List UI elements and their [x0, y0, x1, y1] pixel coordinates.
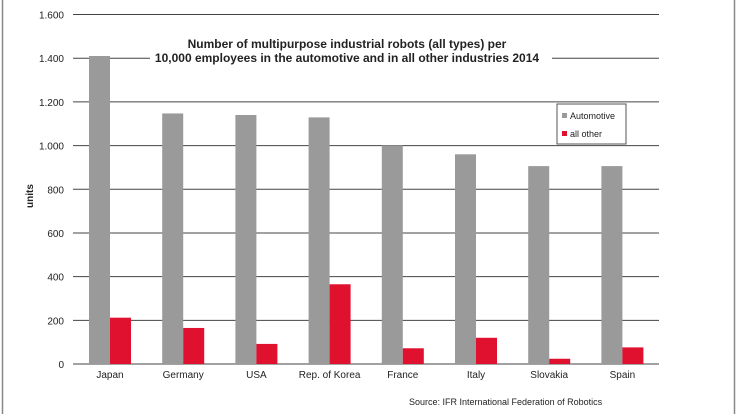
bar-automotive-slovakia [528, 166, 550, 364]
bar-automotive-japan [89, 56, 110, 365]
bar-automotive-usa [235, 114, 257, 364]
y-tick-label: 200 [47, 316, 64, 327]
bar-automotive-germany [162, 113, 184, 365]
bar-all-other-france [402, 348, 424, 364]
chart-title-line-1: Number of multipurpose industrial robots… [188, 37, 507, 51]
y-tick-label: 600 [47, 229, 64, 240]
y-tick-label: 400 [47, 273, 64, 284]
x-tick-label: Italy [467, 370, 485, 381]
y-axis-label: units [25, 184, 36, 208]
x-tick-label: Germany [163, 370, 204, 381]
x-tick-label: Japan [96, 370, 123, 381]
bar-all-other-italy [476, 337, 497, 364]
bar-all-other-spain [622, 347, 644, 364]
y-tick-label: 1.000 [39, 142, 64, 153]
title-background [150, 34, 552, 68]
bar-all-other-rep-of-korea [329, 284, 351, 364]
y-tick-label: 1.600 [39, 11, 64, 22]
x-tick-label: Slovakia [530, 370, 568, 381]
bar-automotive-france [381, 145, 403, 364]
bar-automotive-italy [455, 154, 476, 364]
y-tick-label: 0 [58, 360, 64, 371]
legend-swatch-all-other [562, 131, 567, 136]
source-note: Source: IFR International Federation of … [409, 397, 603, 407]
legend: Automotive all other [556, 103, 627, 145]
legend-label-automotive: Automotive [570, 111, 615, 121]
x-tick-label: Rep. of Korea [299, 370, 361, 381]
bar-automotive-rep-of-korea [308, 117, 330, 364]
legend-label-all-other: all other [570, 129, 602, 139]
legend-swatch-automotive [562, 113, 567, 118]
x-tick-label: France [387, 370, 419, 381]
bar-all-other-germany [183, 327, 205, 364]
bar-all-other-japan [110, 317, 131, 364]
bar-all-other-usa [256, 343, 278, 364]
legend-box [556, 103, 627, 145]
bar-all-other-slovakia [549, 358, 571, 364]
chart-title-line-2: 10,000 employees in the automotive and i… [155, 51, 539, 65]
x-tick-label: USA [246, 370, 267, 381]
y-tick-label: 1.400 [39, 54, 64, 65]
x-tick-label: Spain [610, 370, 636, 381]
y-tick-label: 800 [47, 185, 64, 196]
bar-automotive-spain [601, 166, 623, 364]
y-tick-label: 1.200 [39, 98, 64, 109]
